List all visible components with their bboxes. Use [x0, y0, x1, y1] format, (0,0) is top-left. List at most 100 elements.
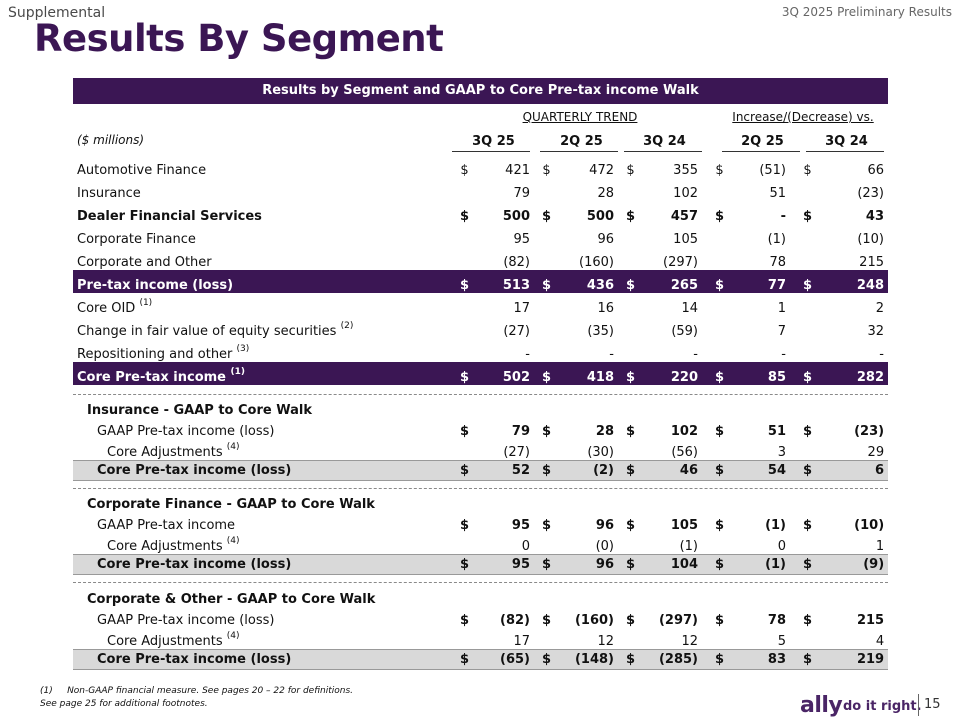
section-divider [73, 488, 888, 489]
value-cell: - [525, 347, 530, 362]
table-row: Corporate Finance 95 96 105 (1) (10) [73, 224, 888, 247]
value-cell: (297) [663, 255, 698, 270]
dollar-sign [790, 533, 825, 555]
row-label-text: Insurance [77, 186, 141, 201]
value-cell: 83 [737, 649, 790, 670]
value-cell: 17 [513, 634, 530, 649]
dollar-sign: $ [702, 362, 737, 385]
dollar-sign [790, 439, 825, 461]
segment-table: Automotive Finance $421 $472 $355 $ (51) $66 In… [73, 155, 888, 385]
value-cell: 500 [586, 209, 614, 224]
quarterly-trend-header: QUARTERLY TREND [522, 110, 638, 124]
dollar-sign [452, 628, 477, 650]
value-cell: 54 [737, 460, 790, 481]
value-cell: 502 [477, 362, 534, 385]
dollar-sign [702, 316, 737, 339]
row-label-text: Corporate Finance [77, 232, 196, 247]
row-label-text: GAAP Pre-tax income (loss) [97, 424, 275, 439]
row-label-text: GAAP Pre-tax income [97, 518, 236, 533]
value-cell: 95 [511, 518, 530, 533]
table-row: Core Pre-tax income (loss) $95 $96 $104 $ (1)… [73, 554, 889, 575]
table-row: GAAP Pre-tax income (loss) $ (82) $ (160) $ (2… [73, 607, 888, 628]
value-cell: 52 [477, 460, 534, 481]
value-cell: (82) [500, 613, 530, 628]
dollar-sign [452, 339, 477, 362]
row-label: Core Adjustments (4) [73, 439, 452, 461]
value-cell: 46 [643, 460, 702, 481]
table-row: GAAP Pre-tax income $95 $96 $105 $ (1) $ (10) [73, 512, 888, 533]
dollar-sign [702, 293, 737, 316]
footnote-marker: (3) [236, 344, 250, 354]
row-label: Core Adjustments (4) [73, 533, 452, 555]
dollar-sign [452, 293, 477, 316]
dollar-sign: $ [802, 209, 813, 224]
dollar-sign: $ [715, 163, 724, 178]
dollar-sign [452, 533, 477, 555]
value-cell: 4 [875, 634, 885, 649]
column-header: 3Q 24 [825, 134, 868, 149]
footnote-marker: (2) [340, 321, 354, 331]
row-label-text: Core Adjustments [107, 445, 223, 460]
dollar-sign: $ [534, 554, 559, 575]
value-cell: (1) [767, 232, 786, 247]
header-rule [806, 151, 884, 152]
row-label-text: Pre-tax income (loss) [77, 278, 234, 293]
row-label: GAAP Pre-tax income [73, 512, 452, 533]
table-row: Change in fair value of equity securitie… [73, 316, 888, 339]
value-cell: (1) [737, 554, 790, 575]
row-label: Core Pre-tax income (loss) [73, 649, 452, 670]
walk-title: Corporate Finance - GAAP to Core Walk [87, 497, 375, 512]
ally-logo: ally [800, 693, 843, 718]
dollar-sign: $ [459, 209, 470, 224]
dollar-sign: $ [714, 209, 725, 224]
tagline: do it right. [843, 699, 922, 714]
dollar-sign: $ [541, 424, 552, 439]
column-header: 3Q 24 [643, 134, 686, 149]
row-label-text: Automotive Finance [77, 163, 207, 178]
dollar-sign [452, 247, 477, 270]
dollar-sign: $ [459, 424, 470, 439]
value-cell: 43 [865, 209, 884, 224]
dollar-sign: $ [459, 613, 470, 628]
walk-title: Insurance - GAAP to Core Walk [87, 403, 312, 418]
value-cell: 1 [875, 539, 885, 554]
value-cell: 282 [825, 362, 888, 385]
page-number-separator [918, 694, 919, 716]
dollar-sign [790, 339, 825, 362]
value-cell: 436 [559, 270, 618, 293]
dollar-sign: $ [542, 163, 551, 178]
dollar-sign: $ [790, 649, 825, 670]
value-cell: (160) [579, 255, 614, 270]
value-cell: 32 [867, 324, 884, 339]
dollar-sign: $ [459, 518, 470, 533]
value-cell: 79 [513, 186, 530, 201]
row-label: Core OID (1) [73, 293, 452, 316]
value-cell: 17 [513, 301, 530, 316]
dollar-sign [534, 339, 559, 362]
table-row: Core Adjustments (4) 0 (0) (1) 0 1 [73, 533, 888, 555]
value-cell: 1 [777, 301, 786, 316]
dollar-sign: $ [452, 362, 477, 385]
dollar-sign: $ [702, 460, 737, 481]
dollar-sign [702, 224, 737, 247]
value-cell: 500 [502, 209, 530, 224]
dollar-sign: $ [714, 613, 725, 628]
dollar-sign [534, 439, 559, 461]
dollar-sign: $ [618, 460, 643, 481]
page-title: Results By Segment [34, 17, 444, 60]
insurance-walk-table: Insurance - GAAP to Core Walk GAAP Pre-ta… [73, 397, 889, 481]
value-cell: 248 [825, 270, 888, 293]
dollar-sign [534, 316, 559, 339]
header-rule [624, 151, 702, 152]
value-cell: 2 [875, 301, 884, 316]
table-row: Core Pre-tax income (1) $502 $418 $220 $85 $2… [73, 362, 888, 385]
dollar-sign [534, 628, 559, 650]
value-cell: 96 [559, 554, 618, 575]
table-row: Automotive Finance $421 $472 $355 $ (51) $66 [73, 155, 888, 178]
value-cell: (2) [559, 460, 618, 481]
dollar-sign: $ [534, 460, 559, 481]
dollar-sign: $ [802, 518, 813, 533]
value-cell: (35) [587, 324, 614, 339]
value-cell: 421 [505, 163, 530, 178]
value-cell: 215 [856, 613, 885, 628]
